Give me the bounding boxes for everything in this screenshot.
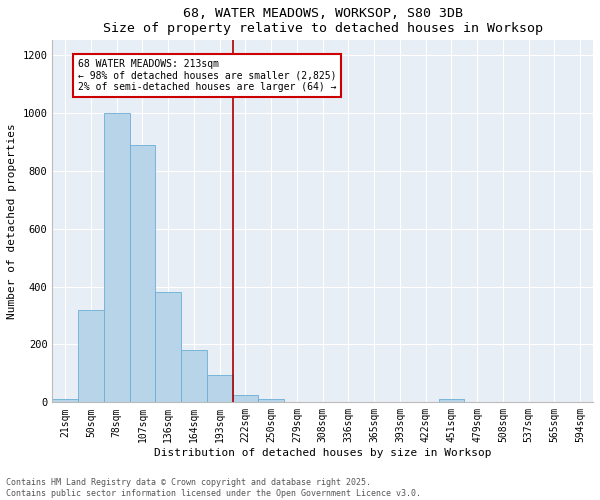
Bar <box>130 144 155 402</box>
Bar <box>155 292 181 403</box>
Bar <box>259 400 284 402</box>
Bar <box>181 350 207 403</box>
Bar <box>439 400 464 402</box>
Text: Contains HM Land Registry data © Crown copyright and database right 2025.
Contai: Contains HM Land Registry data © Crown c… <box>6 478 421 498</box>
Bar <box>78 310 104 402</box>
Bar <box>207 375 233 402</box>
Bar <box>52 400 78 402</box>
Bar <box>104 112 130 403</box>
Y-axis label: Number of detached properties: Number of detached properties <box>7 124 17 319</box>
Text: 68 WATER MEADOWS: 213sqm
← 98% of detached houses are smaller (2,825)
2% of semi: 68 WATER MEADOWS: 213sqm ← 98% of detach… <box>78 59 337 92</box>
Title: 68, WATER MEADOWS, WORKSOP, S80 3DB
Size of property relative to detached houses: 68, WATER MEADOWS, WORKSOP, S80 3DB Size… <box>103 7 543 35</box>
X-axis label: Distribution of detached houses by size in Worksop: Distribution of detached houses by size … <box>154 448 491 458</box>
Bar <box>233 395 259 402</box>
